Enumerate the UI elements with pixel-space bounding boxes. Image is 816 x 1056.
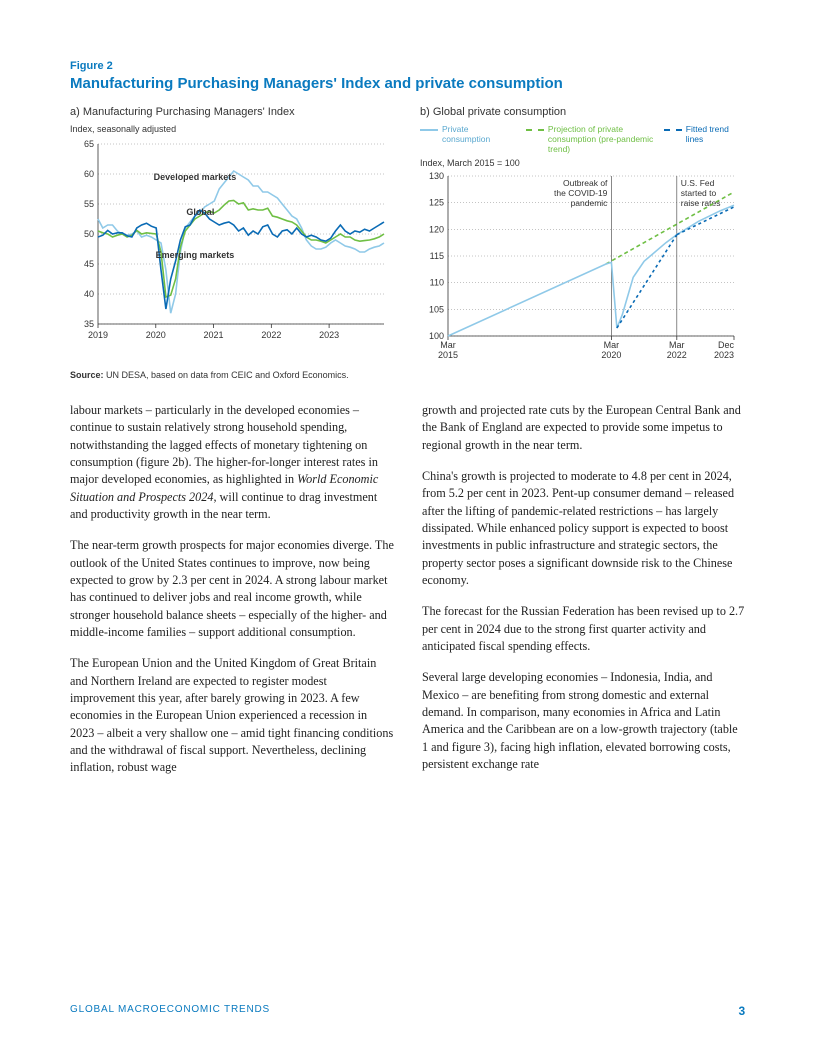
panel-b-legend: Private consumption Projection of private… — [420, 124, 746, 154]
svg-text:105: 105 — [429, 304, 444, 314]
svg-text:55: 55 — [84, 199, 94, 209]
body-column-left: labour markets – particularly in the dev… — [70, 402, 394, 791]
svg-text:120: 120 — [429, 224, 444, 234]
svg-text:40: 40 — [84, 289, 94, 299]
figure-title: Manufacturing Purchasing Managers' Index… — [70, 75, 746, 92]
svg-text:2022: 2022 — [667, 350, 687, 360]
svg-text:Emerging markets: Emerging markets — [156, 250, 235, 260]
svg-text:Mar: Mar — [669, 340, 685, 350]
svg-text:2023: 2023 — [319, 330, 339, 340]
body-paragraph: growth and projected rate cuts by the Eu… — [422, 402, 746, 454]
figure-label: Figure 2 — [70, 60, 746, 72]
legend-item-fitted: Fitted trend lines — [664, 124, 746, 144]
figure-source: Source: UN DESA, based on data from CEIC… — [70, 370, 746, 380]
svg-text:Mar: Mar — [604, 340, 620, 350]
svg-text:pandemic: pandemic — [571, 198, 609, 208]
svg-text:started to: started to — [681, 188, 717, 198]
svg-text:45: 45 — [84, 259, 94, 269]
svg-text:2020: 2020 — [146, 330, 166, 340]
svg-text:130: 130 — [429, 171, 444, 181]
panel-a: a) Manufacturing Purchasing Managers' In… — [70, 106, 396, 362]
panel-a-title: a) Manufacturing Purchasing Managers' In… — [70, 106, 396, 118]
svg-text:the COVID-19: the COVID-19 — [554, 188, 608, 198]
svg-text:115: 115 — [430, 251, 444, 261]
svg-text:Outbreak of: Outbreak of — [563, 178, 608, 188]
chart-a-svg: 35 40 45 50 55 60 65 2019 2020 2021 2022 2023 Develo… — [70, 136, 390, 346]
panel-b: b) Global private consumption Private co… — [420, 106, 746, 362]
chart-panels: a) Manufacturing Purchasing Managers' In… — [70, 106, 746, 362]
svg-text:65: 65 — [84, 139, 94, 149]
svg-text:110: 110 — [430, 278, 444, 288]
svg-text:raise rates: raise rates — [681, 198, 721, 208]
body-paragraph: Several large developing economies – Ind… — [422, 669, 746, 773]
svg-text:2023: 2023 — [714, 350, 734, 360]
chart-b-svg: 100105110115120125130Mar2015Mar2020Mar20… — [420, 170, 740, 362]
footer-section: GLOBAL MACROECONOMIC TRENDS — [70, 1004, 270, 1018]
source-prefix: Source: — [70, 370, 104, 380]
svg-text:Dec: Dec — [718, 340, 735, 350]
body-paragraph: The European Union and the United Kingdo… — [70, 655, 394, 776]
body-paragraph: The forecast for the Russian Federation … — [422, 603, 746, 655]
legend-item-projection: Projection of private consumption (pre-p… — [526, 124, 654, 154]
svg-text:Developed markets: Developed markets — [154, 172, 237, 182]
panel-b-title: b) Global private consumption — [420, 106, 746, 118]
page-footer: GLOBAL MACROECONOMIC TRENDS 3 — [70, 1004, 746, 1018]
svg-text:2019: 2019 — [88, 330, 108, 340]
body-paragraph: China's growth is projected to moderate … — [422, 468, 746, 589]
body-column-right: growth and projected rate cuts by the Eu… — [422, 402, 746, 791]
svg-text:2015: 2015 — [438, 350, 458, 360]
svg-text:Global: Global — [186, 207, 214, 217]
panel-a-subtitle: Index, seasonally adjusted — [70, 124, 396, 134]
body-columns: labour markets – particularly in the dev… — [70, 402, 746, 791]
svg-text:2020: 2020 — [601, 350, 621, 360]
body-paragraph: The near-term growth prospects for major… — [70, 537, 394, 641]
svg-text:50: 50 — [84, 229, 94, 239]
body-paragraph: labour markets – particularly in the dev… — [70, 402, 394, 523]
svg-text:Mar: Mar — [440, 340, 456, 350]
svg-text:60: 60 — [84, 169, 94, 179]
svg-text:125: 125 — [429, 198, 444, 208]
legend-item-private: Private consumption — [420, 124, 516, 144]
svg-text:35: 35 — [84, 319, 94, 329]
svg-text:2022: 2022 — [261, 330, 281, 340]
svg-text:U.S. Fed: U.S. Fed — [681, 178, 715, 188]
svg-text:2021: 2021 — [204, 330, 224, 340]
footer-page-number: 3 — [739, 1004, 746, 1018]
panel-b-subtitle: Index, March 2015 = 100 — [420, 158, 746, 168]
source-text: UN DESA, based on data from CEIC and Oxf… — [104, 370, 349, 380]
